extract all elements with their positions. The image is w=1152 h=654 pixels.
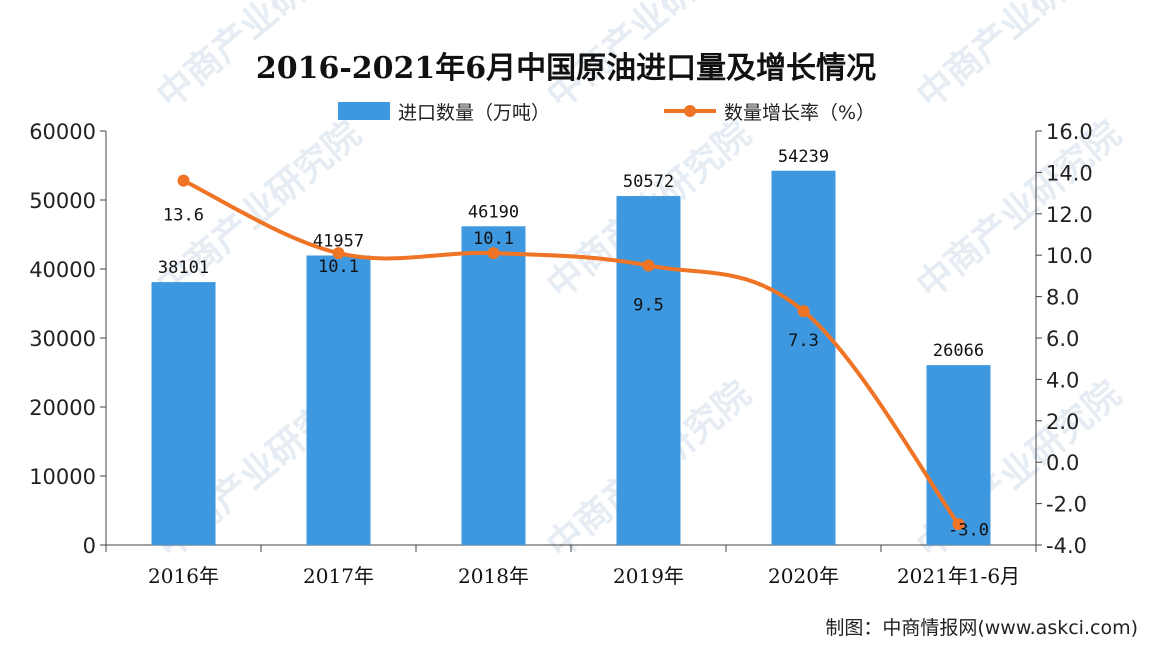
growth-rate-point [797,305,810,318]
growth-rate-label: 9.5 [633,296,664,316]
y-left-tick-label: 40000 [29,258,96,282]
legend-bar-swatch [338,102,390,120]
x-tick-label: 2021年1-6月 [897,564,1020,588]
growth-rate-point [642,259,655,272]
y-right-tick-label: 4.0 [1046,368,1079,392]
bar-value-label: 46190 [468,202,519,222]
bar [151,282,216,545]
axes: 0 10000 20000 30000 40000 50000 60000 -4.0 -2.0 0… [29,120,1093,588]
y-left-tick-label: 50000 [29,189,96,213]
bar-value-label: 41957 [313,231,364,251]
growth-rate-label: 10.1 [473,229,514,249]
bar-value-label: 54239 [778,147,829,167]
growth-rate-point [487,247,500,260]
growth-rate-label: -3.0 [948,520,989,540]
y-left-tick-label: 60000 [29,120,96,144]
y-right-tick-label: 12.0 [1046,203,1093,227]
watermark-text: 中商产业研究院 [909,0,1128,117]
bar-value-label: 38101 [158,258,209,278]
source-note: 制图：中商情报网(www.askci.com) [825,617,1138,639]
chart-title: 2016-2021年6月中国原油进口量及增长情况 [256,51,876,86]
bar-value-label: 26066 [933,341,984,361]
y-left-tick-label: 30000 [29,327,96,351]
y-left-tick-label: 10000 [29,465,96,489]
growth-rate-point [177,174,190,187]
y-right-tick-label: 2.0 [1046,410,1079,434]
bar [306,255,371,545]
legend-bar-label: 进口数量（万吨） [398,102,550,124]
y-right-tick-label: 0.0 [1046,451,1079,475]
legend-line-marker [684,105,696,117]
growth-rate-point [952,518,965,531]
y-left-tick-label: 0 [83,534,96,558]
growth-rate-line [182,178,961,526]
bar [771,170,836,545]
growth-rate-label: 7.3 [788,331,819,351]
growth-rate-point [332,247,345,260]
data-labels: 38101 41957 46190 50572 54239 26066 13.6 10.1 10… [158,147,989,541]
y-right-tick-label: 8.0 [1046,286,1079,310]
growth-rate-label: 10.1 [318,257,359,277]
growth-rate-label: 13.6 [163,206,204,226]
x-tick-label: 2016年 [148,564,219,588]
x-tick-label: 2019年 [613,564,684,588]
legend: 进口数量（万吨） 数量增长率（%） [338,102,875,124]
y-right-tick-label: -4.0 [1046,534,1087,558]
x-tick-label: 2017年 [303,564,374,588]
bar [926,365,991,545]
y-right-tick-label: 6.0 [1046,327,1079,351]
y-left-tick-label: 20000 [29,396,96,420]
line-series [177,174,965,531]
x-tick-label: 2020年 [768,564,839,588]
y-right-tick-label: -2.0 [1046,493,1087,517]
bar [461,226,526,545]
bar-value-label: 50572 [623,172,674,192]
watermark-text: 中商产业研究院 [909,113,1128,306]
bar-series [151,170,991,545]
y-right-tick-label: 16.0 [1046,120,1093,144]
y-right-tick-label: 14.0 [1046,161,1093,185]
y-right-tick-label: 10.0 [1046,244,1093,268]
bar [616,196,681,545]
legend-line-label: 数量增长率（%） [724,102,875,124]
x-tick-label: 2018年 [458,564,529,588]
